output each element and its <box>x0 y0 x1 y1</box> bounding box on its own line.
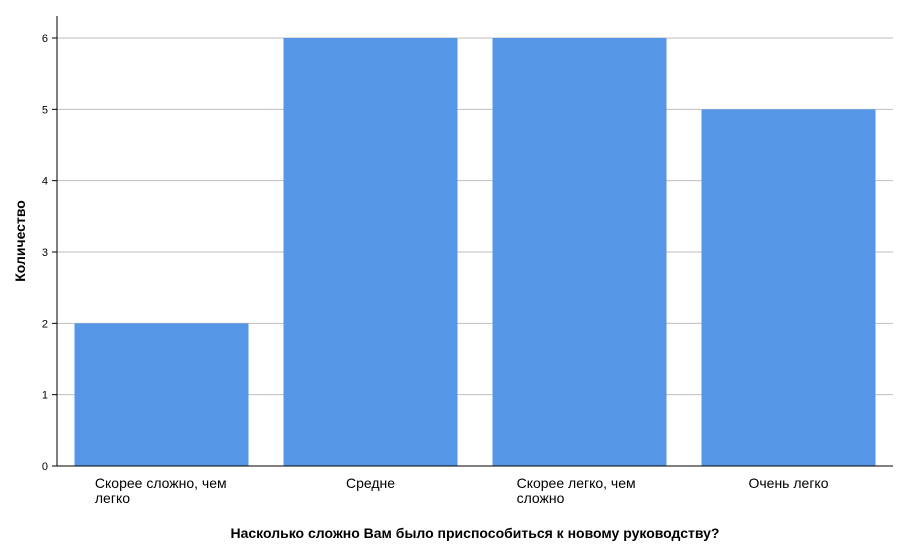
bars <box>74 38 876 466</box>
y-tick-label: 4 <box>42 176 48 188</box>
y-tick-label: 5 <box>42 104 48 116</box>
bar <box>492 38 667 466</box>
y-tick-label: 2 <box>42 318 48 330</box>
x-axis-title: Насколько сложно Вам было приспособиться… <box>231 525 720 541</box>
x-category-label: Очень легко <box>748 475 828 491</box>
bar <box>74 323 249 466</box>
y-tick-label: 6 <box>42 33 48 45</box>
x-category-label-line: Скорее сложно, чем <box>95 475 227 491</box>
x-category-label-line: легко <box>95 490 130 506</box>
y-axis-title: Количество <box>12 200 28 282</box>
x-category-label-line: сложно <box>517 490 565 506</box>
x-category-label-line: Очень легко <box>748 475 828 491</box>
x-category-label-line: Средне <box>346 475 395 491</box>
y-tick-labels: 0 1 2 3 4 5 6 <box>42 33 57 473</box>
y-tick-label: 3 <box>42 247 48 259</box>
y-tick-label: 0 <box>42 461 48 473</box>
x-category-label-line: Скорее легко, чем <box>517 475 636 491</box>
x-category-label: Средне <box>346 475 395 491</box>
bar <box>701 109 876 466</box>
y-tick-label: 1 <box>42 390 48 402</box>
bar <box>283 38 458 466</box>
